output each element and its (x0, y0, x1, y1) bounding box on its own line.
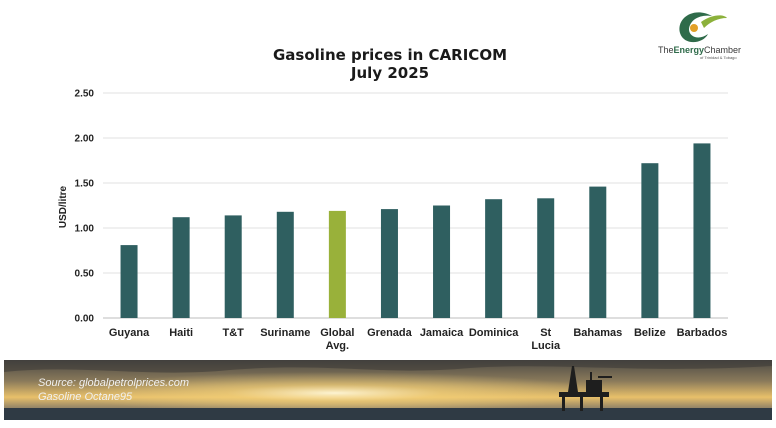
x-tick-label: Jamaica (420, 327, 464, 339)
chart-title: Gasoline prices in CARICOM (273, 46, 507, 64)
y-axis-ticks: 0.00 0.50 1.00 1.50 2.00 2.50 (75, 89, 95, 325)
x-tick-label: Dominica (469, 327, 519, 339)
logo-flame-icon (701, 15, 727, 28)
oil-rig-icon (559, 366, 612, 411)
source-text: Source: globalpetrolprices.com (38, 377, 189, 389)
y-axis-label: USD/litre (58, 185, 69, 228)
y-tick-label: 0.00 (75, 314, 95, 325)
x-tick-label: Suriname (260, 327, 310, 339)
y-tick-label: 2.00 (75, 134, 95, 145)
bar (328, 210, 346, 318)
footer-banner: Source: globalpetrolprices.com Gasoline … (4, 360, 772, 420)
x-tick-label: Haiti (169, 327, 193, 339)
sea (4, 408, 772, 420)
logo-swirl-icon (679, 12, 712, 43)
energy-chamber-logo: TheEnergyChamber of Trinidad & Tobago (658, 12, 741, 60)
y-tick-label: 1.00 (75, 224, 95, 235)
logo-text-energy: Energy (674, 45, 705, 55)
chart-subtitle: July 2025 (350, 64, 429, 82)
bar (433, 205, 451, 318)
bars (120, 143, 711, 318)
logo-text-the: The (658, 45, 674, 55)
x-tick-label: Grenada (367, 327, 413, 339)
clouds (4, 360, 772, 373)
gridlines (103, 92, 728, 319)
x-tick-label: T&T (223, 327, 245, 339)
x-tick-label: Guyana (109, 327, 150, 339)
bar (276, 211, 294, 318)
logo-tagline: of Trinidad & Tobago (700, 55, 737, 60)
x-tick-label: Bahamas (573, 327, 622, 339)
x-tick-label: Global (320, 327, 354, 339)
logo-text-chamber: Chamber (704, 45, 741, 55)
x-tick-label: Avg. (326, 340, 349, 352)
y-tick-label: 1.50 (75, 179, 95, 190)
bar (485, 199, 503, 318)
bar (380, 209, 398, 318)
bar (224, 215, 242, 318)
y-tick-label: 0.50 (75, 269, 95, 280)
x-tick-label: Lucia (531, 340, 561, 352)
bar (537, 198, 555, 318)
note-text: Gasoline Octane95 (38, 391, 133, 403)
x-tick-label: Belize (634, 327, 666, 339)
bar (693, 143, 711, 318)
y-tick-label: 2.50 (75, 89, 95, 100)
bar (641, 163, 659, 318)
bar (172, 217, 190, 318)
x-tick-label: St (540, 327, 551, 339)
bar (589, 186, 607, 318)
bar (120, 245, 138, 318)
x-tick-label: Barbados (677, 327, 728, 339)
svg-text:TheEnergyChamber: TheEnergyChamber (658, 45, 741, 55)
logo-dot-icon (690, 24, 698, 32)
